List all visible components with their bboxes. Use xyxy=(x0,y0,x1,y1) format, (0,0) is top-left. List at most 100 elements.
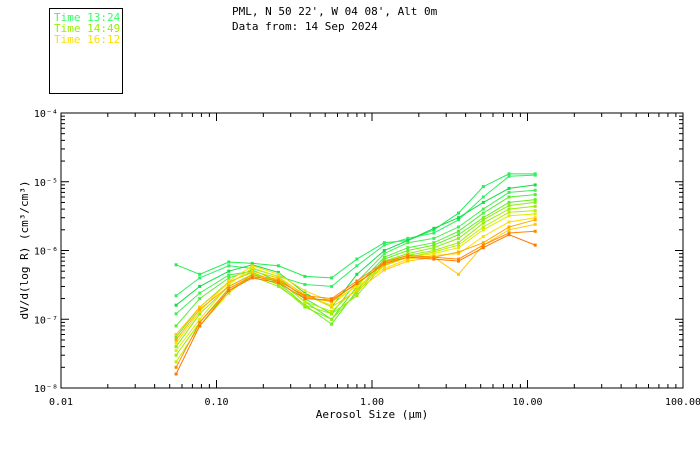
data-point xyxy=(198,305,202,309)
data-point xyxy=(174,365,178,369)
data-point xyxy=(481,235,485,238)
data-point xyxy=(507,190,511,194)
data-point xyxy=(406,259,410,263)
x-tick-label: 0.10 xyxy=(204,397,228,408)
data-point xyxy=(227,276,231,280)
data-point xyxy=(481,207,485,211)
data-point xyxy=(457,257,460,261)
data-point xyxy=(355,284,359,288)
data-point xyxy=(507,172,511,176)
data-point xyxy=(303,297,307,301)
data-point xyxy=(276,283,280,286)
data-point xyxy=(533,193,537,197)
data-point xyxy=(481,195,485,199)
x-axis-label: Aerosol Size (µm) xyxy=(316,408,429,421)
data-point xyxy=(457,233,460,237)
legend-entry-1: Time 13:24 xyxy=(54,11,121,24)
data-point xyxy=(533,216,537,220)
data-point xyxy=(432,231,436,235)
data-point xyxy=(276,264,280,268)
data-point xyxy=(432,241,436,245)
axis-ticks xyxy=(60,113,683,389)
data-point xyxy=(198,284,202,288)
data-point xyxy=(330,300,334,304)
legend-entry-2: Time 14:49 xyxy=(54,22,121,35)
data-point xyxy=(227,273,231,277)
data-point xyxy=(382,268,386,272)
data-point xyxy=(303,283,307,286)
data-point xyxy=(198,317,202,321)
data-point xyxy=(303,289,307,293)
legend-entry-3: Time 16:12 xyxy=(54,33,121,46)
data-point xyxy=(481,241,485,245)
data-point xyxy=(303,305,307,309)
series-line-15 xyxy=(175,234,536,375)
data-point xyxy=(457,252,460,256)
data-point xyxy=(533,200,537,204)
data-point xyxy=(533,188,537,192)
data-point xyxy=(481,185,485,189)
data-point xyxy=(457,246,460,250)
data-point xyxy=(457,236,460,240)
y-tick-label: 10⁻⁶ xyxy=(34,247,58,258)
data-point xyxy=(406,246,410,250)
data-point xyxy=(355,287,359,290)
x-tick-label: 0.01 xyxy=(49,397,73,408)
data-point xyxy=(533,243,537,247)
data-point xyxy=(481,243,485,247)
data-point xyxy=(382,257,386,261)
data-point xyxy=(174,338,178,342)
y-tick-label: 10⁻⁷ xyxy=(34,315,58,326)
data-point xyxy=(227,289,231,293)
y-axis-label: dV/d(log R) (cm³/cm³) xyxy=(18,180,31,319)
station-info: PML, N 50 22', W 04 08', Alt 0m xyxy=(232,5,438,18)
data-point xyxy=(533,229,537,233)
data-point xyxy=(355,257,359,261)
data-point xyxy=(507,214,511,218)
data-point xyxy=(507,228,511,232)
data-point xyxy=(355,264,359,268)
data-point xyxy=(432,236,436,240)
data-point xyxy=(481,228,485,232)
data-point xyxy=(276,284,280,288)
data-point xyxy=(382,252,386,256)
data-point xyxy=(507,231,511,235)
data-point xyxy=(227,264,231,268)
data-point xyxy=(382,261,386,265)
data-point xyxy=(250,266,254,270)
data-point xyxy=(382,249,386,252)
data-point xyxy=(174,312,178,316)
data-point xyxy=(507,174,511,178)
data-point xyxy=(330,303,334,307)
data-point xyxy=(174,335,178,339)
data-point xyxy=(507,233,511,237)
data-point xyxy=(355,279,359,283)
data-point xyxy=(533,204,537,208)
data-point xyxy=(382,266,386,270)
data-point xyxy=(432,255,436,259)
data-point xyxy=(507,204,511,208)
data-point xyxy=(457,218,460,222)
data-point xyxy=(432,246,436,250)
data-point xyxy=(406,239,410,242)
data-point xyxy=(198,312,202,316)
x-tick-label: 1.00 xyxy=(360,397,384,408)
data-point xyxy=(457,272,460,276)
data-point xyxy=(227,287,231,290)
data-point xyxy=(457,243,460,247)
data-point xyxy=(330,284,334,288)
data-point xyxy=(250,276,254,280)
data-point xyxy=(303,303,307,307)
data-point xyxy=(355,282,359,286)
data-point xyxy=(355,289,359,293)
series-line-6 xyxy=(175,199,536,338)
data-point xyxy=(174,294,178,298)
data-point xyxy=(330,305,334,309)
data-point xyxy=(507,186,511,190)
data-point xyxy=(174,333,178,336)
series-line-12 xyxy=(175,223,536,335)
data-point xyxy=(382,241,386,245)
data-point xyxy=(481,211,485,215)
data-point xyxy=(276,279,280,283)
data-point xyxy=(406,257,410,261)
